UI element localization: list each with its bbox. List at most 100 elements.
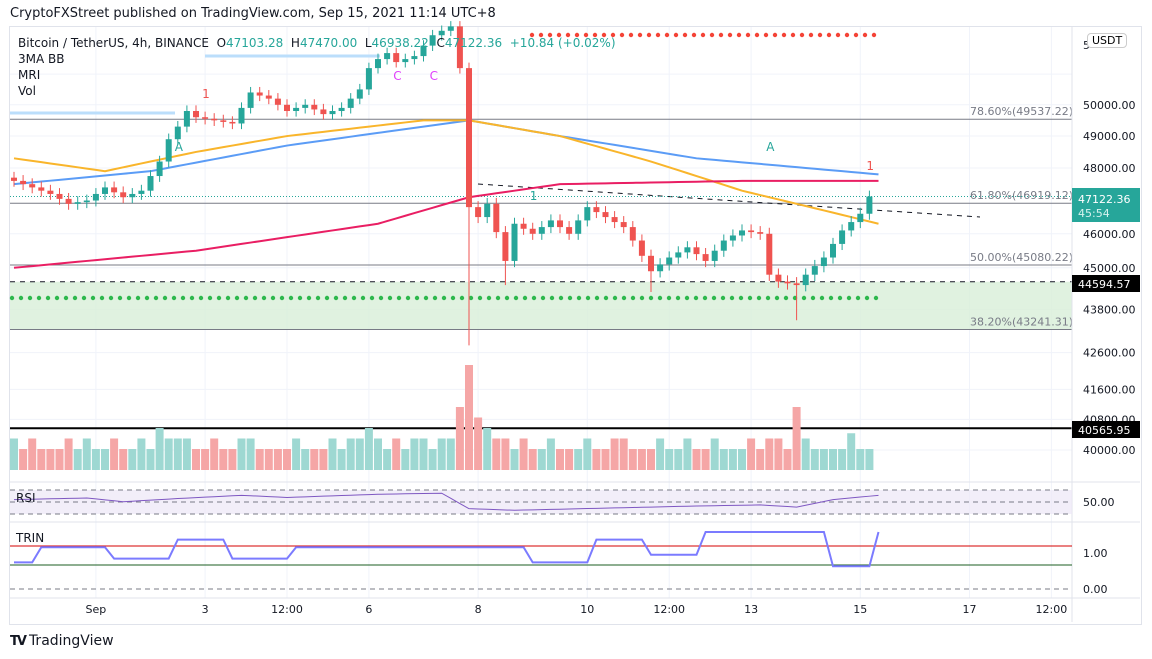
indicator-3ma-bb[interactable]: 3MA BB [18,52,65,66]
currency-button[interactable]: USDT [1087,33,1128,48]
candle-body [748,230,755,233]
red-dot [763,32,769,38]
green-dot [279,295,285,301]
volume-bar [747,438,756,470]
signal-marker: C [393,69,401,83]
close-label: C [436,36,445,50]
volume-bar [474,417,483,470]
price-tick: 48000.00 [1083,162,1136,175]
candle-body [102,187,108,194]
indicator-mri[interactable]: MRI [18,68,41,82]
volume-bar [528,449,537,470]
red-dot [682,32,688,38]
volume-bar [64,438,73,470]
time-tick: 3 [202,603,209,616]
volume-bar [501,438,510,470]
volume-bar [619,438,628,470]
red-dot [556,32,562,38]
candle-body [711,250,718,261]
volume-bar [492,438,501,470]
candle-body [557,220,563,228]
volume-bar [465,365,473,470]
red-dot [547,32,553,38]
green-dot [117,295,123,301]
price-tick: 41600.00 [1083,383,1136,396]
green-dot [243,295,249,301]
volume-bar [838,449,847,470]
low-label: L [364,36,372,50]
candle-body [538,227,545,234]
last-price-label: 47122.36 [1078,193,1131,206]
green-dot [270,295,276,301]
candle-body [757,232,764,234]
trin-line [14,531,880,568]
green-dot [864,295,870,301]
green-dot [396,295,402,301]
green-dot [513,295,519,301]
green-dot [297,295,303,301]
green-dot [720,295,726,301]
candle-body [138,190,145,194]
volume-bar [128,449,137,470]
green-dot [468,295,474,301]
green-dot [171,295,177,301]
green-dot [126,295,132,301]
candle-body [56,193,63,199]
indicator-vol[interactable]: Vol [18,84,36,98]
candle-body [629,227,636,241]
candle-body [529,228,536,234]
candle-body [802,274,809,286]
volume-bar [310,449,319,470]
red-dot [655,32,661,38]
green-dot [567,295,573,301]
fib-label-1: 61.80%(46919.12) [970,189,1073,202]
candle-body [347,98,354,108]
price-tick: 50000.00 [1083,99,1136,112]
red-dot [592,32,598,38]
candle-body [256,92,263,96]
candle-body [411,56,418,60]
volume-bar [283,449,291,470]
green-dot [783,295,789,301]
volume-bar [847,433,856,470]
candle-body [375,59,381,69]
fib-label-2: 50.00%(45080.22) [970,251,1073,264]
signal-marker: 1 [202,87,210,101]
symbol-title: Bitcoin / TetherUS, 4h, BINANCE [18,36,209,50]
green-dot [27,295,33,301]
volume-bar [656,438,665,470]
green-dot [63,295,69,301]
red-dot [628,32,634,38]
tv-logo-icon: TV [10,633,27,649]
green-dot [486,295,492,301]
green-dot [738,295,744,301]
green-dot [72,295,78,301]
green-dot [81,295,87,301]
time-tick: 12:00 [271,603,303,616]
green-dot [387,295,393,301]
volume-bar [119,449,128,470]
volume-bar [137,438,146,470]
candle-body [511,223,518,261]
green-dot [522,295,528,301]
open-value: 47103.28 [226,36,284,50]
red-dot [808,32,814,38]
candle-body [402,59,409,63]
candle-body [265,95,272,99]
volume-bar [792,407,801,470]
candle-body [229,121,236,124]
green-dot [711,295,717,301]
volume-bar [73,449,82,470]
publish-info: CryptoFXStreet published on TradingView.… [10,6,496,21]
red-dot [664,32,670,38]
volume-bar [665,449,674,470]
red-dot [772,32,778,38]
volume-bar [301,449,310,470]
candle-body [447,26,454,31]
chart-frame[interactable] [9,26,1142,625]
red-dot [799,32,805,38]
candle-body [739,230,745,236]
green-dot [441,295,447,301]
volume-bar [701,449,710,470]
